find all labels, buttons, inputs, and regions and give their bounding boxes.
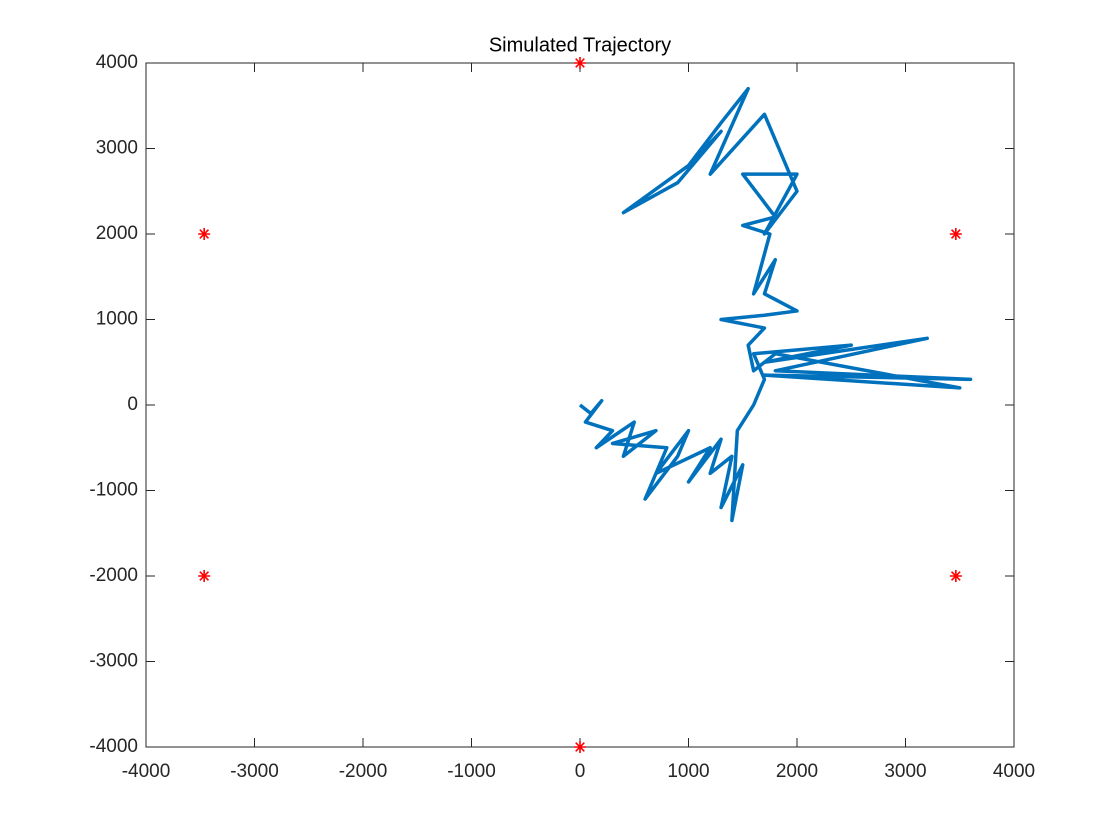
asterisk-marker	[198, 570, 211, 582]
x-tick-label: 4000	[993, 761, 1035, 782]
chart-title: Simulated Trajectory	[489, 34, 671, 56]
x-tick-label: -1000	[447, 761, 496, 782]
y-tick-label: 4000	[96, 52, 138, 73]
y-tick-label: -4000	[89, 736, 138, 757]
x-tick-label: 0	[575, 761, 586, 782]
asterisk-marker	[574, 741, 586, 753]
x-tick-label: 3000	[884, 761, 926, 782]
y-tick-label: -2000	[89, 565, 138, 586]
asterisk-marker	[949, 570, 962, 582]
x-tick-label: 1000	[667, 761, 709, 782]
x-tick-label: -4000	[122, 761, 171, 782]
x-tick-label: -2000	[339, 761, 388, 782]
y-tick-label: -3000	[89, 651, 138, 672]
y-tick-label: 0	[127, 394, 138, 415]
asterisk-marker	[198, 228, 211, 240]
y-tick-label: 3000	[96, 138, 138, 159]
asterisk-marker	[949, 228, 962, 240]
trajectory-line	[578, 86, 973, 523]
asterisk-marker	[574, 57, 586, 69]
y-tick-label: -1000	[89, 480, 138, 501]
y-tick-label: 2000	[96, 223, 138, 244]
y-tick-label: 1000	[96, 309, 138, 330]
x-tick-label: 2000	[776, 761, 818, 782]
x-tick-label: -3000	[230, 761, 279, 782]
